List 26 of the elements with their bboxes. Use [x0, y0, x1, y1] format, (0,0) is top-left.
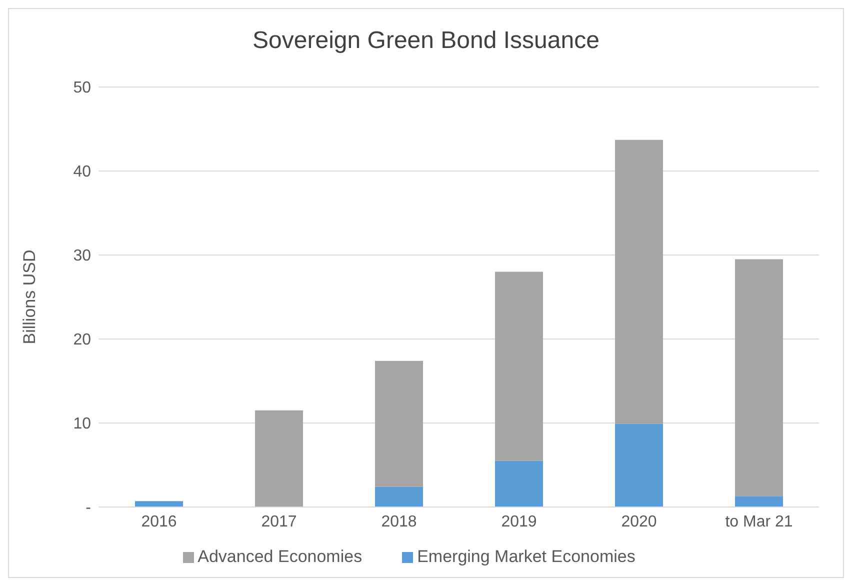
- bar: [255, 410, 303, 507]
- x-tick-label: 2019: [501, 513, 537, 530]
- bar: [135, 501, 183, 507]
- y-tick-label: 40: [73, 164, 92, 181]
- bar: [735, 496, 783, 507]
- x-tick-label: 2020: [621, 513, 657, 530]
- legend-label: Emerging Market Economies: [417, 547, 636, 566]
- x-tick-label: 2016: [141, 513, 177, 530]
- chart-title: Sovereign Green Bond Issuance: [252, 26, 600, 56]
- y-tick-label: 20: [73, 332, 92, 349]
- y-tick-label: 30: [73, 248, 92, 265]
- y-tick-label: 10: [73, 416, 92, 433]
- bar: [735, 259, 783, 496]
- legend-label: Advanced Economies: [198, 547, 362, 566]
- y-axis-title: Billions USD: [20, 250, 40, 344]
- bar: [375, 486, 423, 507]
- bar: [375, 360, 423, 487]
- bar: [615, 424, 663, 507]
- x-tick-label: 2017: [261, 513, 297, 530]
- bar: [615, 140, 663, 424]
- bar: [495, 460, 543, 507]
- y-tick-label: 50: [73, 80, 92, 97]
- y-tick-label: -: [86, 500, 91, 517]
- bar: [495, 272, 543, 461]
- x-tick-label: 2018: [381, 513, 417, 530]
- x-tick-label: to Mar 21: [725, 513, 793, 530]
